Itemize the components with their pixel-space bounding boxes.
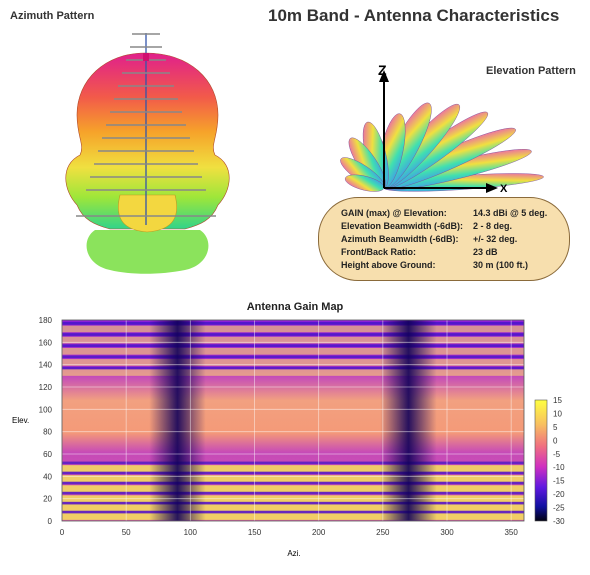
y-axis-label: Elev.: [12, 416, 29, 425]
colorbar-ticks: 15 10 5 0 -5 -10 -15 -20 -25 -30: [553, 396, 565, 526]
gain-null-band: [62, 491, 524, 495]
gain-lobe-band: [62, 465, 524, 472]
spec-label: Elevation Beamwidth (-6dB):: [341, 221, 464, 231]
gain-lobe-band: [62, 325, 524, 333]
antenna-specs-panel: GAIN (max) @ Elevation: 14.3 dBi @ 5 deg.…: [318, 197, 570, 281]
gain-lobe-band: [62, 336, 524, 344]
spec-row: GAIN (max) @ Elevation: 14.3 dBi @ 5 deg.: [341, 208, 547, 218]
gain-null-band: [62, 366, 524, 370]
colorbar-tick-label: 5: [553, 423, 558, 432]
x-tick-label: 50: [122, 528, 131, 537]
colorbar-tick-label: 10: [553, 409, 562, 418]
colorbar-tick-label: 15: [553, 396, 562, 405]
gain-null-band: [62, 333, 524, 336]
y-axis-ticks: 0 20 40 60 80 100 120 140 160 180: [39, 316, 53, 526]
azimuth-null-column: [149, 320, 206, 521]
gain-null-band: [62, 344, 524, 348]
spec-label: Height above Ground:: [341, 260, 436, 270]
colorbar: [534, 399, 548, 522]
azimuth-null-column: [380, 320, 437, 521]
y-tick-label: 180: [39, 316, 53, 325]
spec-row: Height above Ground: 30 m (100 ft.): [341, 260, 528, 270]
spec-label: GAIN (max) @ Elevation:: [341, 208, 447, 218]
gain-lobe-band: [62, 475, 524, 482]
elevation-pattern-plot: Z X: [340, 62, 544, 195]
elevation-pattern-title: Elevation Pattern: [486, 65, 576, 77]
azimuth-pattern-title: Azimuth Pattern: [10, 10, 95, 22]
gain-null-band: [62, 510, 524, 514]
y-tick-label: 160: [39, 338, 53, 347]
spec-row: Elevation Beamwidth (-6dB): 2 - 8 deg.: [341, 221, 512, 231]
colorbar-tick-label: -20: [553, 490, 565, 499]
colorbar-tick-label: -10: [553, 463, 565, 472]
axis-z-label: Z: [378, 62, 387, 78]
gain-lobe-band: [62, 369, 524, 376]
gain-null-band: [62, 471, 524, 475]
colorbar-tick-label: -15: [553, 477, 565, 486]
antenna-gain-map: 0 50 100 150 200 250 300 350 020406080100120140…: [12, 316, 565, 558]
gain-null-band: [62, 501, 524, 505]
y-tick-label: 100: [39, 405, 53, 414]
colorbar-tick-label: -5: [553, 450, 561, 459]
gain-lobe-band: [62, 504, 524, 511]
y-tick-label: 0: [48, 517, 53, 526]
x-tick-label: 0: [60, 528, 65, 537]
spec-value: 14.3 dBi @ 5 deg.: [473, 208, 548, 218]
gain-null-band: [62, 322, 524, 325]
y-tick-label: 120: [39, 383, 53, 392]
x-tick-label: 250: [376, 528, 390, 537]
x-tick-label: 150: [248, 528, 262, 537]
page-title: 10m Band - Antenna Characteristics: [268, 6, 560, 25]
x-axis-label: Azi.: [287, 549, 300, 558]
x-tick-label: 100: [184, 528, 198, 537]
gain-lobe-band: [62, 359, 524, 366]
gain-map-title: Antenna Gain Map: [246, 301, 344, 313]
colorbar-tick-label: 0: [553, 436, 558, 445]
x-tick-label: 350: [504, 528, 518, 537]
y-tick-label: 20: [43, 495, 52, 504]
y-tick-label: 60: [43, 450, 52, 459]
colorbar-tick-label: -25: [553, 504, 565, 513]
spec-row: Front/Back Ratio: 23 dB: [341, 247, 498, 257]
spec-row: Azimuth Beamwidth (-6dB): +/- 32 deg.: [341, 234, 517, 244]
spec-value: 30 m (100 ft.): [473, 260, 529, 270]
spec-label: Front/Back Ratio:: [341, 247, 417, 257]
gain-lobe-band: [62, 513, 524, 520]
gain-null-band: [62, 355, 524, 359]
spec-value: +/- 32 deg.: [473, 234, 518, 244]
heatmap-area: [62, 320, 524, 521]
y-tick-label: 40: [43, 472, 52, 481]
azimuth-pattern-plot: [65, 33, 230, 274]
x-axis-ticks: 0 50 100 150 200 250 300 350: [60, 528, 519, 537]
x-tick-label: 300: [440, 528, 454, 537]
colorbar-tick-label: -30: [553, 517, 565, 526]
y-tick-label: 140: [39, 361, 53, 370]
spec-value: 2 - 8 deg.: [473, 221, 513, 231]
y-tick-label: 80: [43, 428, 52, 437]
gain-null-band: [62, 481, 524, 485]
spec-label: Azimuth Beamwidth (-6dB):: [341, 234, 459, 244]
gain-lobe-band: [62, 485, 524, 492]
spec-value: 23 dB: [473, 247, 498, 257]
axis-x-label: X: [500, 183, 508, 195]
gain-null-band: [62, 461, 524, 465]
x-tick-label: 200: [312, 528, 326, 537]
gain-lobe-band: [62, 347, 524, 355]
